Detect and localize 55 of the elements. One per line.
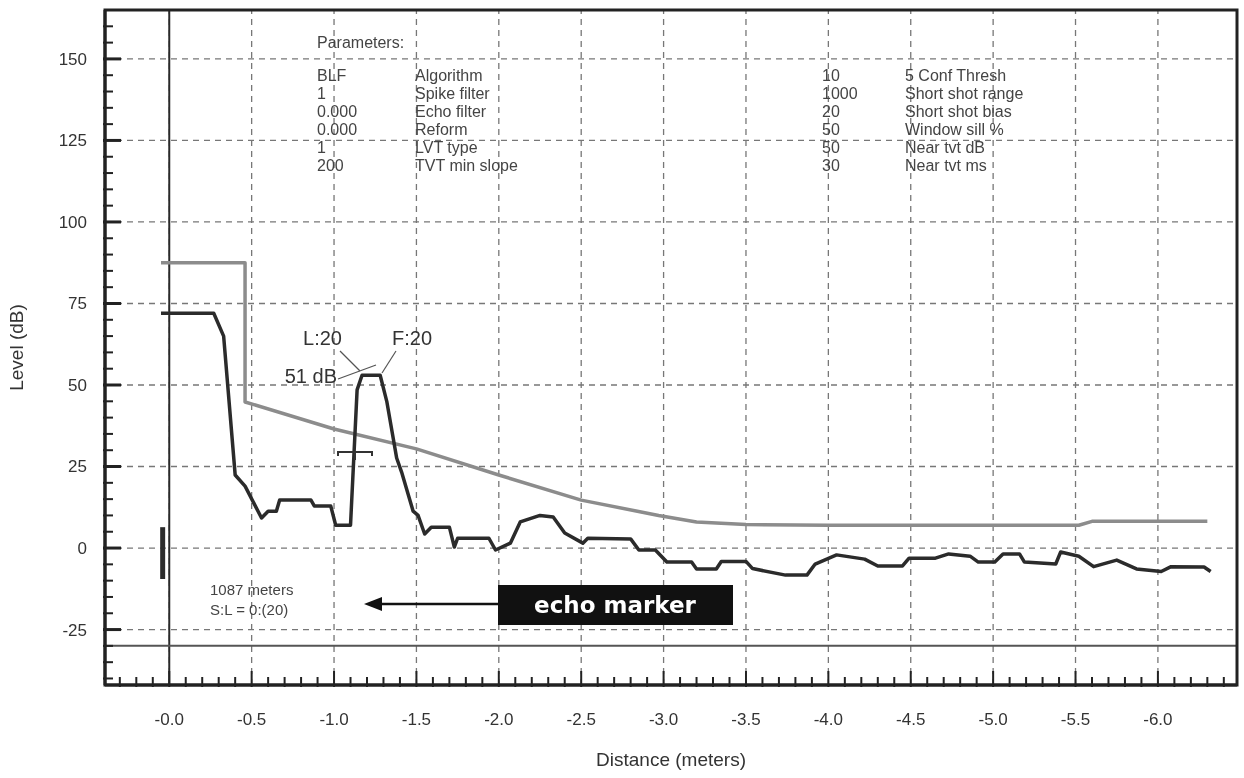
annotation: Reform <box>415 120 468 138</box>
x-tick-label: -3.5 <box>731 710 761 729</box>
annotation: Echo filter <box>415 102 487 120</box>
y-tick-label: 50 <box>68 375 87 395</box>
annotation: Parameters: <box>317 34 405 51</box>
annotation: Spike filter <box>415 84 491 102</box>
annotation: Near tvt dB <box>905 138 986 156</box>
annotation: 0.000 <box>317 120 358 138</box>
annotation: LVT type <box>415 138 478 156</box>
annotation: 1 <box>317 138 326 156</box>
annotation: 20 <box>822 102 840 120</box>
annotation: F:20 <box>392 327 433 349</box>
x-axis-title: Distance (meters) <box>596 749 746 770</box>
annotation: TVT min slope <box>415 156 518 174</box>
annotation: BLF <box>317 66 347 84</box>
y-tick-label: 25 <box>68 457 87 477</box>
annotation: 30 <box>822 156 840 174</box>
x-tick-label: -0.5 <box>237 710 267 729</box>
x-tick-label: -5.0 <box>978 710 1008 729</box>
annotation: 0.000 <box>317 102 358 120</box>
y-tick-label: -25 <box>62 620 87 640</box>
annotation: 1087 meters <box>210 581 294 599</box>
y-tick-label: 75 <box>68 294 87 314</box>
y-tick-label: 100 <box>58 212 87 232</box>
annotation: 10 <box>822 66 840 84</box>
x-tick-label: -0.0 <box>154 710 184 729</box>
annotation: Algorithm <box>415 66 483 84</box>
y-axis-title: Level (dB) <box>5 304 27 391</box>
annotation: Near tvt ms <box>905 156 987 174</box>
annotation: 51 dB <box>284 365 337 387</box>
x-tick-label: -5.5 <box>1060 710 1091 729</box>
y-tick-label: 150 <box>58 49 87 69</box>
annotation: 50 <box>822 138 840 156</box>
x-tick-label: -2.0 <box>484 710 514 729</box>
x-tick-label: -4.0 <box>813 710 844 729</box>
annotation: echo marker <box>534 592 697 619</box>
x-tick-label: -2.5 <box>566 710 596 729</box>
annotation: 200 <box>317 156 344 174</box>
annotation: 1000 <box>822 84 858 102</box>
annotation: 50 <box>822 120 840 138</box>
y-tick-label: 0 <box>77 538 87 558</box>
x-tick-label: -1.5 <box>401 710 432 729</box>
x-tick-label: -6.0 <box>1143 710 1173 729</box>
annotation: 5 Conf Thresh <box>905 66 1007 84</box>
annotation: Window sill % <box>905 120 1004 138</box>
annotation: S:L = 0:(20) <box>210 601 289 619</box>
line-series <box>159 260 1210 527</box>
annotation: L:20 <box>303 327 342 349</box>
x-tick-label: -1.0 <box>319 710 349 729</box>
x-tick-label: -3.0 <box>648 710 679 729</box>
annotation: 1 <box>317 84 326 102</box>
annotation: Short shot range <box>905 84 1024 102</box>
x-tick-label: -4.5 <box>896 710 926 729</box>
y-tick-label: 125 <box>58 131 87 151</box>
annotation: Short shot bias <box>905 102 1012 120</box>
